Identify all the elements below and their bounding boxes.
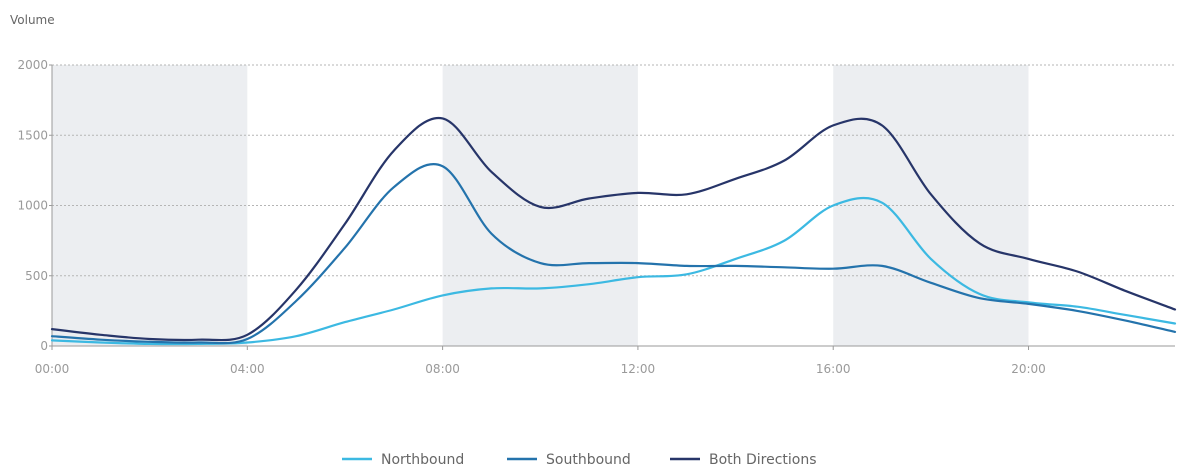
y-tick-label: 0 (40, 339, 48, 353)
legend-label-southbound: Southbound (546, 452, 631, 468)
series-line-southbound (50, 163, 1177, 345)
y-tick-label: 1000 (17, 199, 48, 213)
x-tick-label: 12:00 (621, 362, 656, 376)
legend: Northbound Southbound Both Directions (342, 452, 817, 468)
series-line-northbound (50, 196, 1177, 346)
series-lines (50, 116, 1177, 346)
legend-label-both-directions: Both Directions (709, 452, 817, 468)
y-axis-title: Volume (10, 13, 55, 27)
x-tick-label: 16:00 (816, 362, 851, 376)
x-tick-label: 00:00 (35, 362, 70, 376)
legend-label-northbound: Northbound (381, 452, 464, 468)
x-tick-label: 20:00 (1011, 362, 1046, 376)
y-tick-label: 500 (25, 269, 48, 283)
y-tick-label: 1500 (17, 128, 48, 142)
shaded-band-2 (833, 65, 1029, 346)
x-tick-label: 04:00 (230, 362, 265, 376)
series-line-both-directions (50, 116, 1177, 342)
y-tick-label: 2000 (17, 58, 48, 72)
x-tick-label: 08:00 (425, 362, 460, 376)
y-axis-ticks: 0 500 1000 1500 2000 (17, 58, 52, 353)
x-axis-ticks: 00:00 04:00 08:00 12:00 16:00 20:00 (35, 346, 1046, 376)
